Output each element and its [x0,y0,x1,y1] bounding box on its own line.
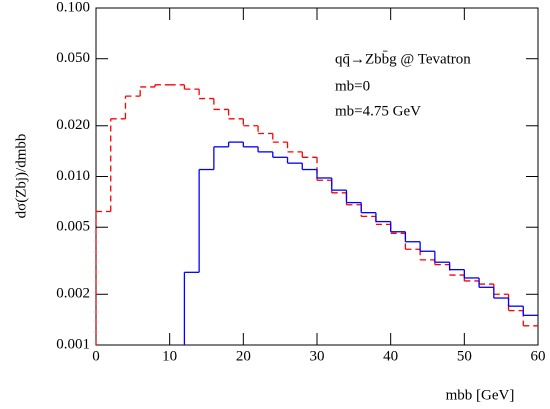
y-tick-label: 0.050 [56,50,90,66]
x-tick-label: 50 [457,348,472,364]
x-tick-label: 30 [310,348,325,364]
y-tick-label: 0.001 [56,336,90,352]
chart-title: qq̄→Zbb̄g @ Tevatron [335,51,471,67]
x-tick-label: 10 [162,348,177,364]
x-tick-label: 20 [236,348,251,364]
y-tick-label: 0.100 [56,0,90,15]
x-axis-label: mbb [GeV] [446,387,515,403]
legend-entry: mb=0 [335,78,370,94]
x-tick-label: 60 [531,348,546,364]
y-tick-label: 0.020 [56,117,90,133]
y-tick-label: 0.002 [56,286,90,302]
x-tick-label: 40 [383,348,398,364]
x-tick-label: 0 [92,348,100,364]
y-axis-label: dσ(Zbj)/dmbb [13,134,29,219]
y-tick-label: 0.005 [56,219,90,235]
y-tick-label: 0.010 [56,168,90,184]
legend-entry: mb=4.75 GeV [335,103,421,119]
